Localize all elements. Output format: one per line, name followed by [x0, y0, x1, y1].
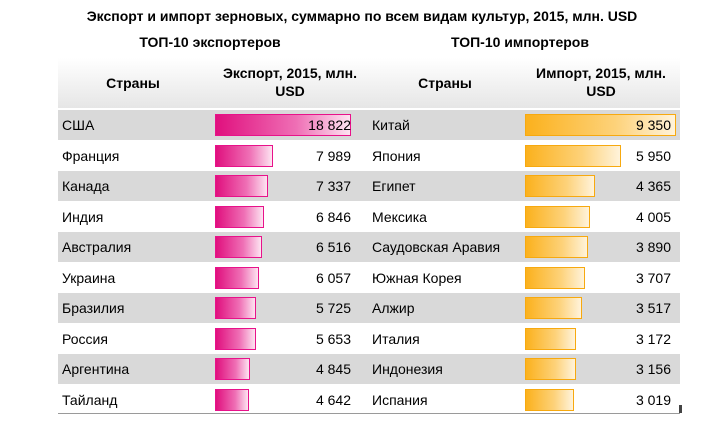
table-header-band [58, 58, 680, 108]
import-value-label: 3 517 [635, 300, 671, 316]
exporter-country: Индия [62, 208, 104, 225]
importer-country: Индонезия [372, 361, 443, 377]
export-value-label: 6 516 [315, 239, 351, 255]
table-bottom-border [58, 413, 680, 414]
table-row: Россия 5 653 Италия 3 172 [58, 324, 680, 354]
import-value-label: 5 950 [635, 147, 671, 164]
exporter-country: США [62, 117, 95, 133]
import-value-label: 3 707 [635, 269, 671, 286]
import-value-label: 4 365 [635, 178, 671, 194]
importer-country: Саудовская Аравия [372, 239, 501, 255]
importer-country: Испания [372, 391, 428, 408]
import-value-label: 3 890 [635, 239, 671, 255]
export-value-label: 7 337 [315, 178, 351, 194]
export-value-label: 6 846 [315, 208, 351, 225]
importer-country: Египет [372, 178, 416, 194]
import-bar [525, 144, 622, 167]
exporter-country: Канада [62, 178, 110, 194]
table-row: Бразилия 5 725 Алжир 3 517 [58, 293, 680, 323]
import-bar [525, 327, 577, 350]
exporter-country: Россия [62, 330, 108, 347]
export-value-label: 5 725 [315, 300, 351, 316]
export-bar [215, 266, 259, 289]
importer-country: Мексика [372, 208, 427, 225]
export-bar [215, 327, 256, 350]
corner-mark [679, 405, 682, 413]
table-row: США 18 822 Китай 9 350 [58, 110, 680, 140]
chart-title: Экспорт и импорт зерновых, суммарно по в… [86, 8, 638, 24]
export-value-label: 4 642 [315, 391, 351, 408]
importer-country: Китай [372, 117, 410, 133]
export-bar [215, 175, 268, 197]
export-bar [215, 205, 265, 228]
exporters-subtitle: ТОП-10 экспортеров [139, 34, 281, 50]
table-row: Индия 6 846 Мексика 4 005 [58, 202, 680, 232]
importer-country: Япония [372, 147, 421, 164]
exporter-country: Австралия [62, 239, 132, 255]
importers-subtitle: ТОП-10 импортеров [451, 34, 589, 50]
import-bar [525, 175, 596, 197]
import-value-label: 4 005 [635, 208, 671, 225]
table-row: Австралия 6 516 Саудовская Аравия 3 890 [58, 232, 680, 262]
export-bar [215, 114, 351, 136]
table-row: Аргентина 4 845 Индонезия 3 156 [58, 354, 680, 384]
import-bar [525, 205, 590, 228]
importers-value-header: Импорт, 2015, млн. USD [536, 65, 666, 99]
table-row: Канада 7 337 Египет 4 365 [58, 171, 680, 201]
table-row: Франция 7 989 Япония 5 950 [58, 141, 680, 171]
importer-country: Италия [372, 330, 420, 347]
exporter-country: Аргентина [62, 361, 130, 377]
exporters-value-header: Экспорт, 2015, млн. USD [222, 65, 358, 99]
exporters-country-header: Страны [106, 75, 160, 91]
import-bar [525, 297, 582, 319]
export-bar [215, 388, 249, 411]
export-bar [215, 297, 257, 319]
export-bar [215, 358, 250, 380]
export-value-label: 4 845 [315, 361, 351, 377]
importer-country: Алжир [372, 300, 415, 316]
importers-country-header: Страны [418, 75, 472, 91]
table-row: Тайланд 4 642 Испания 3 019 [58, 385, 680, 415]
export-value-label: 18 822 [308, 117, 351, 133]
import-bar [525, 388, 574, 411]
export-value-label: 5 653 [315, 330, 351, 347]
import-bar [525, 266, 585, 289]
importer-country: Южная Корея [372, 269, 462, 286]
export-value-label: 7 989 [315, 147, 351, 164]
import-bar [525, 114, 676, 136]
import-value-label: 3 156 [635, 361, 671, 377]
exporter-country: Бразилия [62, 300, 125, 316]
exporter-country: Франция [62, 147, 120, 164]
import-bar [525, 236, 588, 258]
export-bar [215, 144, 273, 167]
exporter-country: Украина [62, 269, 116, 286]
import-value-label: 3 019 [635, 391, 671, 408]
table-row: Украина 6 057 Южная Корея 3 707 [58, 263, 680, 293]
import-value-label: 9 350 [635, 117, 671, 133]
exporter-country: Тайланд [62, 391, 118, 408]
import-bar [525, 358, 576, 380]
import-value-label: 3 172 [635, 330, 671, 347]
export-bar [215, 236, 263, 258]
export-value-label: 6 057 [315, 269, 351, 286]
